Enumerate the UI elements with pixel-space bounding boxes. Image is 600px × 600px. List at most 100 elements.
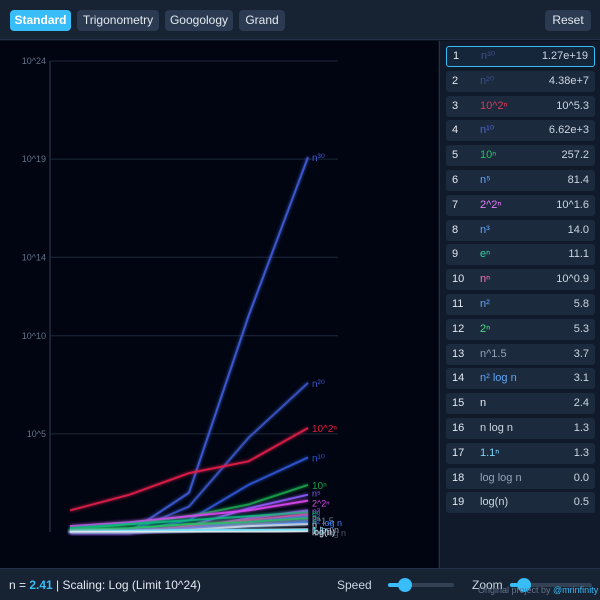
- ranking-row: 7 2^2ⁿ 10^1.6: [446, 194, 595, 216]
- ranking-number: 14: [452, 372, 465, 385]
- ranking-number: 2: [452, 74, 459, 87]
- ranking-row: 18 log log n 0.0: [446, 467, 595, 489]
- ranking-value: 0.5: [573, 496, 589, 509]
- ranking-row: 8 n³ 14.0: [446, 219, 595, 241]
- ranking-number: 15: [452, 397, 465, 410]
- zoom-slider-handle[interactable]: [517, 578, 532, 592]
- series-label: n¹⁰: [312, 453, 325, 464]
- ranking-row: 19 log(n) 0.5: [446, 492, 595, 514]
- ranking-row: 17 1.1ⁿ 1.3: [446, 442, 595, 464]
- credit-link[interactable]: @mrinfinity: [553, 585, 599, 595]
- ranking-row: 13 n^1.5 3.7: [446, 343, 595, 365]
- ranking-row: 14 n² log n 3.1: [446, 368, 595, 390]
- ranking-number: 12: [452, 322, 465, 335]
- tab-standard[interactable]: Standard: [10, 10, 71, 31]
- tab-googology[interactable]: Googology: [165, 10, 233, 31]
- ranking-number: 9: [452, 248, 459, 261]
- series-label: n⁵: [312, 489, 321, 499]
- n-prefix: n =: [9, 578, 30, 592]
- ranking-number: 6: [452, 174, 459, 186]
- speed-slider-track[interactable]: [388, 583, 454, 587]
- ranking-function: n²: [480, 298, 490, 310]
- ranking-function: n²⁰: [480, 74, 495, 87]
- y-tick-label: 10^5: [27, 429, 46, 439]
- tab-trigonometry[interactable]: Trigonometry: [77, 10, 159, 31]
- series-label: 2^2ⁿ: [312, 499, 330, 509]
- ranking-function: 10ⁿ: [480, 149, 497, 162]
- scaling-text: | Scaling: Log (Limit 10^24): [52, 578, 201, 592]
- series-label: n³: [312, 506, 320, 516]
- speed-slider-fill[interactable]: [388, 583, 405, 587]
- ranking-number: 7: [452, 198, 459, 211]
- ranking-number: 18: [452, 471, 465, 484]
- ranking-row: 3 10^2ⁿ 10^5.3: [446, 95, 595, 117]
- series-line: [69, 517, 309, 532]
- credit-text: Original project by @mrinfinity: [478, 585, 598, 595]
- ranking-function: 10^2ⁿ: [480, 99, 508, 112]
- ranking-value: 11.1: [568, 248, 589, 261]
- n-value: 2.41: [29, 578, 53, 592]
- ranking-function: n¹⁰: [480, 124, 495, 137]
- y-tick-label: 10^24: [22, 56, 46, 66]
- series-label: eⁿ: [312, 508, 320, 518]
- ranking-function: log(n): [480, 496, 509, 509]
- y-tick-label: 10^14: [22, 252, 46, 262]
- ranking-value: 5.8: [573, 298, 589, 310]
- series-line: [69, 499, 309, 528]
- ranking-row: 1 n³⁰ 1.27e+19: [446, 46, 595, 67]
- ranking-value: 1.27e+19: [541, 50, 588, 62]
- series-label: n: [312, 520, 317, 530]
- ranking-row: 11 n² 5.8: [446, 294, 595, 315]
- series-label: 10^2ⁿ: [312, 424, 337, 435]
- series-label: n² log n: [312, 518, 342, 528]
- reset-button[interactable]: Reset: [545, 10, 591, 31]
- ranking-function: log log n: [480, 471, 522, 484]
- top-toolbar: Standard Trigonometry Googology Grand Re…: [0, 0, 600, 40]
- tab-grand[interactable]: Grand: [239, 10, 285, 31]
- ranking-value: 10^5.3: [556, 99, 589, 112]
- series-line: [69, 511, 309, 530]
- ranking-value: 3.7: [573, 347, 589, 360]
- ranking-value: 257.2: [561, 149, 589, 162]
- ranking-number: 11: [452, 298, 464, 310]
- ranking-number: 16: [452, 422, 465, 434]
- zoom-slider-track[interactable]: [510, 583, 592, 587]
- status-bar: n = 2.41 | Scaling: Log (Limit 10^24) Sp…: [0, 568, 600, 600]
- ranking-panel: 1 n³⁰ 1.27e+19 2 n²⁰ 4.38e+7 3 10^2ⁿ 10^5.3 4 n¹⁰ 6…: [439, 41, 600, 568]
- ranking-number: 4: [452, 124, 459, 137]
- zoom-slider-fill[interactable]: [510, 583, 519, 587]
- ranking-row: 12 2ⁿ 5.3: [446, 318, 595, 340]
- ranking-row: 4 n¹⁰ 6.62e+3: [446, 120, 595, 142]
- ranking-function: n^1.5: [480, 347, 507, 360]
- series-label: 10ⁿ: [312, 481, 327, 492]
- series-label: n²: [312, 512, 320, 522]
- ranking-value: 14.0: [567, 223, 589, 236]
- ranking-function: 2^2ⁿ: [480, 198, 502, 211]
- series-label: n²⁰: [312, 379, 325, 390]
- ranking-function: n: [480, 397, 487, 410]
- ranking-value: 4.38e+7: [548, 74, 589, 87]
- ranking-value: 3.1: [573, 372, 589, 385]
- series-line: [70, 530, 309, 533]
- series-line: [69, 427, 309, 512]
- series-label: n³⁰: [312, 153, 325, 164]
- ranking-number: 19: [452, 496, 465, 509]
- ranking-value: 2.4: [573, 397, 589, 410]
- ranking-number: 3: [452, 99, 459, 112]
- speed-slider-handle[interactable]: [397, 578, 412, 592]
- ranking-function: n⁵: [480, 174, 491, 186]
- credit-prefix: Original project by: [478, 585, 554, 595]
- y-tick-label: 10^19: [22, 154, 46, 164]
- ranking-row: 6 n⁵ 81.4: [446, 170, 595, 191]
- ranking-row: 10 nⁿ 10^0.9: [446, 269, 595, 291]
- ranking-function: n³⁰: [481, 50, 496, 62]
- chart-canvas: 10^24 10^19 10^14 10^10 10^5 n³⁰ n²⁰ 10^2ⁿ n¹⁰ 1…: [22, 56, 346, 538]
- ranking-value: 81.4: [567, 174, 589, 186]
- ranking-value: 10^0.9: [556, 273, 589, 286]
- ranking-number: 8: [452, 223, 459, 236]
- series-label: n log n: [312, 525, 339, 535]
- ranking-number: 13: [452, 347, 465, 360]
- series-label: n^1.5: [312, 516, 334, 526]
- growth-chart: 10^24 10^19 10^14 10^10 10^5 n³⁰ n²⁰ 10^2ⁿ n¹⁰ 1…: [0, 41, 438, 568]
- ranking-number: 5: [452, 149, 459, 162]
